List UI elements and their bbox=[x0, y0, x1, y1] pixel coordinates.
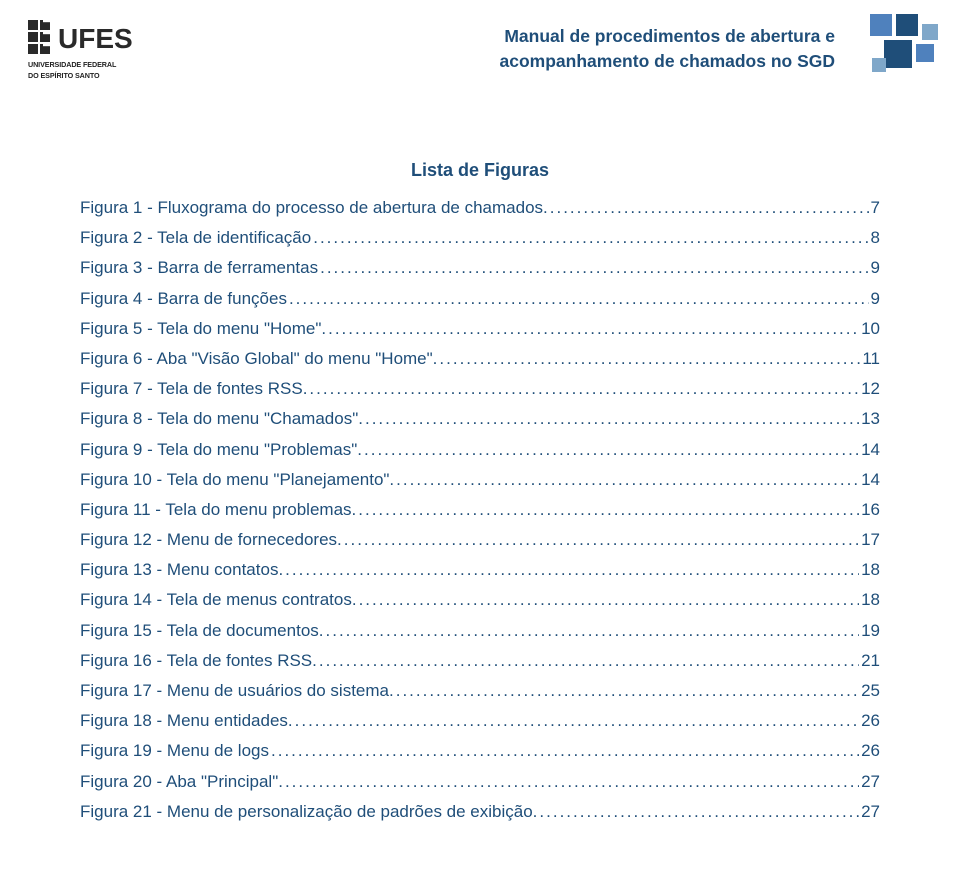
toc-entry[interactable]: Figura 6 - Aba "Visão Global" do menu "H… bbox=[80, 350, 880, 367]
toc-entry-page: 21 bbox=[861, 652, 880, 669]
toc-leader-dots bbox=[285, 773, 859, 790]
toc-leader-dots bbox=[396, 682, 859, 699]
toc-entry-label: Figura 14 - Tela de menus contratos. bbox=[80, 591, 357, 608]
toc-entry-label: Figura 13 - Menu contatos. bbox=[80, 561, 283, 578]
toc-leader-dots bbox=[328, 320, 859, 337]
toc-leader-dots bbox=[365, 410, 859, 427]
header-title-line1: Manual de procedimentos de abertura e bbox=[275, 24, 835, 49]
header-title-line2: acompanhamento de chamados no SGD bbox=[275, 49, 835, 74]
toc-entry-page: 12 bbox=[861, 380, 880, 397]
toc-entry[interactable]: Figura 2 - Tela de identificação 8 bbox=[80, 229, 880, 246]
toc-leader-dots bbox=[295, 712, 859, 729]
page-header: UFES UNIVERSIDADE FEDERAL DO ESPÍRITO SA… bbox=[0, 0, 960, 120]
toc-entry-label: Figura 11 - Tela do menu problemas. bbox=[80, 501, 356, 518]
toc-entry[interactable]: Figura 5 - Tela do menu "Home". 10 bbox=[80, 320, 880, 337]
logo-caption-line2: DO ESPÍRITO SANTO bbox=[28, 72, 138, 80]
toc-entry[interactable]: Figura 7 - Tela de fontes RSS. 12 bbox=[80, 380, 880, 397]
toc-leader-dots bbox=[550, 199, 869, 216]
toc-entry-label: Figura 10 - Tela do menu "Planejamento". bbox=[80, 471, 394, 488]
svg-text:UFES: UFES bbox=[58, 23, 133, 54]
toc-entry-page: 10 bbox=[861, 320, 880, 337]
toc-leader-dots bbox=[364, 441, 859, 458]
toc-entry-page: 17 bbox=[861, 531, 880, 548]
toc-leader-dots bbox=[396, 471, 859, 488]
toc-entry-label: Figura 5 - Tela do menu "Home". bbox=[80, 320, 326, 337]
toc-entry-page: 11 bbox=[862, 350, 880, 367]
toc-entry-page: 18 bbox=[861, 591, 880, 608]
toc-entry[interactable]: Figura 17 - Menu de usuários do sistema.… bbox=[80, 682, 880, 699]
toc-entry-page: 13 bbox=[861, 410, 880, 427]
toc-entry-label: Figura 17 - Menu de usuários do sistema. bbox=[80, 682, 394, 699]
toc-leader-dots bbox=[320, 259, 868, 276]
logo-block: UFES UNIVERSIDADE FEDERAL DO ESPÍRITO SA… bbox=[28, 18, 138, 79]
toc-entry-page: 18 bbox=[861, 561, 880, 578]
toc-entry[interactable]: Figura 18 - Menu entidades. 26 bbox=[80, 712, 880, 729]
toc-entry-label: Figura 7 - Tela de fontes RSS. bbox=[80, 380, 307, 397]
toc-entry-page: 25 bbox=[861, 682, 880, 699]
toc-entry[interactable]: Figura 3 - Barra de ferramentas 9 bbox=[80, 259, 880, 276]
toc-entry-label: Figura 2 - Tela de identificação bbox=[80, 229, 311, 246]
toc-leader-dots bbox=[359, 591, 860, 608]
toc-entry-page: 9 bbox=[871, 290, 880, 307]
toc-entry-page: 14 bbox=[861, 471, 880, 488]
toc-entry-label: Figura 20 - Aba "Principal". bbox=[80, 773, 283, 790]
toc-leader-dots bbox=[309, 380, 859, 397]
toc-entry-page: 26 bbox=[861, 742, 880, 759]
toc-entry-page: 27 bbox=[861, 773, 880, 790]
toc-entry[interactable]: Figura 14 - Tela de menus contratos. 18 bbox=[80, 591, 880, 608]
toc-entry-page: 9 bbox=[871, 259, 880, 276]
content-area: Lista de Figuras Figura 1 - Fluxograma d… bbox=[0, 120, 960, 820]
toc-entry-label: Figura 8 - Tela do menu "Chamados". bbox=[80, 410, 363, 427]
toc-leader-dots bbox=[285, 561, 859, 578]
toc-entry-label: Figura 6 - Aba "Visão Global" do menu "H… bbox=[80, 350, 437, 367]
toc-leader-dots bbox=[344, 531, 859, 548]
table-of-contents: Figura 1 - Fluxograma do processo de abe… bbox=[80, 199, 880, 820]
toc-entry[interactable]: Figura 19 - Menu de logs 26 bbox=[80, 742, 880, 759]
toc-entry-label: Figura 1 - Fluxograma do processo de abe… bbox=[80, 199, 548, 216]
document-header-title: Manual de procedimentos de abertura e ac… bbox=[275, 24, 835, 75]
toc-entry-label: Figura 18 - Menu entidades. bbox=[80, 712, 293, 729]
toc-leader-dots bbox=[313, 229, 868, 246]
toc-entry-label: Figura 4 - Barra de funções bbox=[80, 290, 287, 307]
ufes-logo-icon: UFES bbox=[28, 18, 136, 58]
toc-entry-label: Figura 16 - Tela de fontes RSS. bbox=[80, 652, 317, 669]
toc-entry-label: Figura 19 - Menu de logs bbox=[80, 742, 269, 759]
toc-entry-label: Figura 15 - Tela de documentos. bbox=[80, 622, 324, 639]
toc-entry-page: 26 bbox=[861, 712, 880, 729]
toc-entry-page: 8 bbox=[871, 229, 880, 246]
header-decoration-icon bbox=[848, 14, 938, 94]
toc-entry[interactable]: Figura 13 - Menu contatos. 18 bbox=[80, 561, 880, 578]
toc-entry[interactable]: Figura 20 - Aba "Principal". 27 bbox=[80, 773, 880, 790]
toc-entry-label: Figura 3 - Barra de ferramentas bbox=[80, 259, 318, 276]
toc-entry-page: 27 bbox=[861, 803, 880, 820]
toc-entry[interactable]: Figura 15 - Tela de documentos. 19 bbox=[80, 622, 880, 639]
toc-entry[interactable]: Figura 4 - Barra de funções 9 bbox=[80, 290, 880, 307]
toc-entry[interactable]: Figura 9 - Tela do menu "Problemas". 14 bbox=[80, 441, 880, 458]
toc-entry-label: Figura 12 - Menu de fornecedores. bbox=[80, 531, 342, 548]
toc-entry-label: Figura 9 - Tela do menu "Problemas". bbox=[80, 441, 362, 458]
toc-leader-dots bbox=[539, 803, 859, 820]
toc-leader-dots bbox=[289, 290, 869, 307]
toc-leader-dots bbox=[439, 350, 860, 367]
toc-entry[interactable]: Figura 10 - Tela do menu "Planejamento".… bbox=[80, 471, 880, 488]
toc-entry-label: Figura 21 - Menu de personalização de pa… bbox=[80, 803, 537, 820]
toc-entry[interactable]: Figura 12 - Menu de fornecedores. 17 bbox=[80, 531, 880, 548]
toc-entry[interactable]: Figura 8 - Tela do menu "Chamados". 13 bbox=[80, 410, 880, 427]
list-of-figures-title: Lista de Figuras bbox=[80, 160, 880, 181]
toc-entry[interactable]: Figura 21 - Menu de personalização de pa… bbox=[80, 803, 880, 820]
toc-entry[interactable]: Figura 1 - Fluxograma do processo de abe… bbox=[80, 199, 880, 216]
toc-entry-page: 16 bbox=[861, 501, 880, 518]
toc-entry[interactable]: Figura 16 - Tela de fontes RSS. 21 bbox=[80, 652, 880, 669]
toc-entry-page: 14 bbox=[861, 441, 880, 458]
toc-leader-dots bbox=[319, 652, 859, 669]
toc-entry-page: 19 bbox=[861, 622, 880, 639]
toc-leader-dots bbox=[326, 622, 860, 639]
toc-leader-dots bbox=[358, 501, 859, 518]
toc-entry-page: 7 bbox=[871, 199, 880, 216]
toc-leader-dots bbox=[271, 742, 859, 759]
logo-caption-line1: UNIVERSIDADE FEDERAL bbox=[28, 61, 138, 69]
toc-entry[interactable]: Figura 11 - Tela do menu problemas. 16 bbox=[80, 501, 880, 518]
